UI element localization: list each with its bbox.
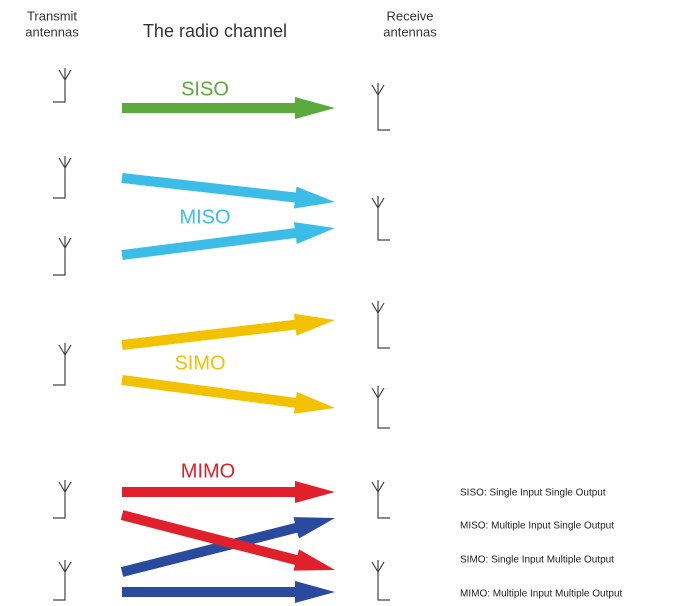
arrow [121,173,336,209]
legend-item: SISO: Single Input Single Output [460,488,606,499]
arrow [122,97,335,119]
antenna [53,68,72,103]
label-mimo: MIMO [181,460,235,482]
antenna [371,480,390,519]
arrow [120,510,335,571]
arrow [121,313,335,350]
label-simo: SIMO [174,352,225,374]
arrow [122,481,335,503]
antenna [53,480,72,519]
legend-item: MISO: Multiple Input Single Output [460,521,614,532]
arrow [122,581,335,603]
label-siso: SISO [181,78,229,100]
antenna [371,386,390,429]
antenna [53,343,72,386]
arrow [121,222,335,260]
header-receive: Receive [387,8,434,23]
antenna [53,560,72,601]
header-transmit: antennas [25,24,79,39]
antenna [371,83,390,131]
antenna [371,301,390,349]
header-channel: The radio channel [143,21,287,41]
legend-item: SIMO: Single Input Multiple Output [460,555,614,566]
header-receive: antennas [383,24,437,39]
arrow [121,375,335,414]
header-transmit: Transmit [27,8,77,23]
label-miso: MISO [179,206,230,228]
antenna [371,560,390,601]
antenna [53,156,72,199]
antenna [371,196,390,241]
antenna [53,236,72,276]
legend-item: MIMO: Multiple Input Multiple Output [460,589,623,600]
